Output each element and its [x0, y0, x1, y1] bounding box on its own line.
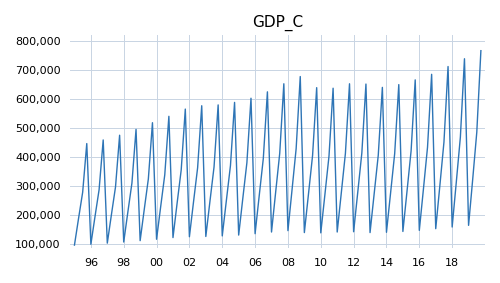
- Title: GDP_C: GDP_C: [252, 15, 303, 31]
